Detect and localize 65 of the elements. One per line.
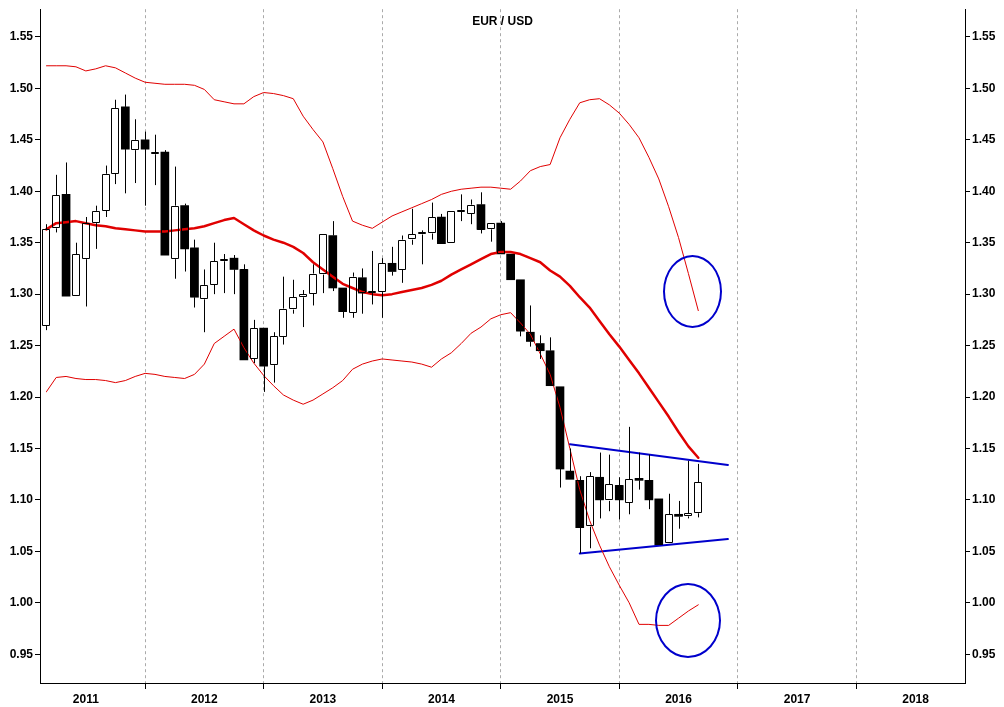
candlestick <box>526 304 535 348</box>
candlestick <box>575 475 585 554</box>
y2-tick-label: 0.95 <box>972 646 996 661</box>
y-tick-label: 1.40 <box>9 183 34 198</box>
y2-tick-label: 1.35 <box>972 235 996 250</box>
y2-tick-label: 1.40 <box>972 183 996 198</box>
y2-tick-label: 1.30 <box>972 286 996 301</box>
x-tick-label: 2018 <box>902 691 930 706</box>
candlestick <box>457 193 465 222</box>
candlestick <box>229 254 239 295</box>
candlestick <box>52 174 60 233</box>
candlestick <box>239 263 249 361</box>
candlestick <box>694 463 702 518</box>
candlestick <box>61 161 71 297</box>
candlestick <box>72 242 80 296</box>
candlestick <box>467 199 475 225</box>
x-tick-label: 2013 <box>309 691 337 706</box>
y2-tick-label: 1.00 <box>972 595 996 610</box>
y2-tick-label: 1.50 <box>972 80 996 95</box>
y2-tick-label: 1.05 <box>972 543 996 558</box>
candlestick <box>654 498 664 546</box>
candlestick <box>565 447 575 480</box>
candlestick <box>289 279 297 315</box>
candlestick <box>555 386 565 489</box>
candlestick <box>111 99 119 185</box>
y-tick-label: 1.05 <box>9 543 34 558</box>
x-tick-label: 2012 <box>191 691 219 706</box>
candlestick <box>476 191 486 234</box>
candlestick <box>418 229 426 265</box>
candlestick <box>92 205 100 250</box>
candlestick <box>338 287 347 319</box>
y-tick-label: 1.15 <box>9 440 34 455</box>
candlestick <box>210 242 218 295</box>
candlestick <box>398 235 406 284</box>
candlestick <box>160 149 170 256</box>
y-tick-label: 1.45 <box>9 132 34 147</box>
candlestick <box>82 216 90 307</box>
y-tick-label: 1.55 <box>9 29 34 44</box>
candlestick <box>220 253 228 294</box>
candlestick <box>151 134 159 186</box>
x-tick-label: 2016 <box>665 691 693 706</box>
candlestick <box>299 289 307 328</box>
x-tick-label: 2017 <box>783 691 811 706</box>
candlestick <box>408 208 416 246</box>
candlestick <box>309 263 317 306</box>
y-tick-label: 1.20 <box>9 389 34 404</box>
y2-tick-label: 1.45 <box>972 132 996 147</box>
y-tick-label: 1.30 <box>9 286 34 301</box>
y-tick-label: 0.95 <box>9 646 34 661</box>
y-tick-label: 1.50 <box>9 80 34 95</box>
y2-tick-label: 1.20 <box>972 389 996 404</box>
y-tick-label: 1.25 <box>9 337 34 352</box>
y2-tick-label: 1.15 <box>972 440 996 455</box>
x-tick-label: 2011 <box>72 691 100 706</box>
x-tick-label: 2015 <box>546 691 574 706</box>
chart-title: EUR / USD <box>472 13 534 28</box>
y-tick-label: 1.10 <box>9 492 34 507</box>
candlestick <box>387 246 397 277</box>
y2-tick-label: 1.10 <box>972 492 996 507</box>
y-tick-label: 1.00 <box>9 595 34 610</box>
y2-tick-label: 1.25 <box>972 337 996 352</box>
x-tick-label: 2014 <box>428 691 456 706</box>
y-tick-label: 1.35 <box>9 235 34 250</box>
candlestick <box>140 131 150 207</box>
y2-tick-label: 1.55 <box>972 29 996 44</box>
